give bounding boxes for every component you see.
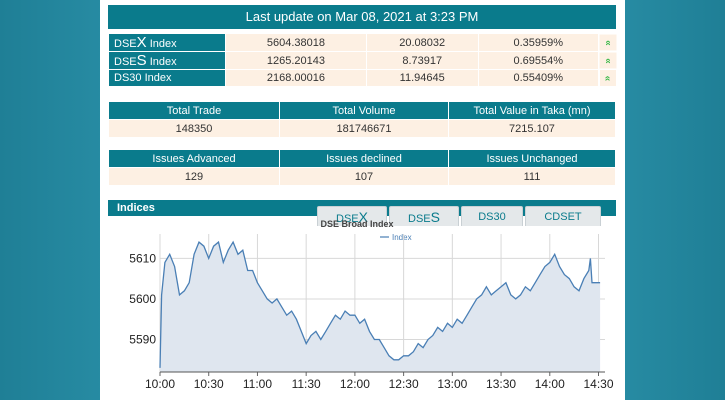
tab-dsex[interactable]: DSEX — [317, 206, 387, 226]
index-value: 1265.20143 — [225, 51, 367, 70]
last-update-header: Last update on Mar 08, 2021 at 3:23 PM — [108, 5, 616, 29]
tab-cdset[interactable]: CDSET — [525, 206, 601, 226]
index-table: DSEX Index 5604.38018 20.08032 0.35959% … — [108, 33, 616, 87]
up-arrow-icon: » — [598, 34, 616, 51]
up-arrow-icon: » — [598, 69, 616, 87]
index-letter: X — [136, 34, 147, 51]
total-value-label: Total Value in Taka (mn) — [448, 101, 616, 120]
total-value-value: 7215.107 — [448, 119, 616, 138]
up-arrow-icon: » — [598, 52, 616, 69]
index-percent: 0.55409% — [477, 69, 600, 87]
total-trade-label: Total Trade — [108, 101, 280, 120]
index-row: DS30 Index 2168.00016 11.94645 0.55409% … — [108, 69, 616, 87]
tab-ds30[interactable]: DS30 — [461, 206, 523, 226]
issues-advanced-label: Issues Advanced — [108, 149, 280, 168]
index-prefix: DS30 Index — [114, 72, 172, 84]
tab-dses[interactable]: DSES — [389, 206, 459, 226]
index-letter: S — [136, 52, 147, 69]
index-change: 11.94645 — [365, 69, 479, 87]
tab-prefix: DSE — [336, 213, 359, 225]
index-name[interactable]: DS30 Index — [108, 69, 226, 87]
index-prefix: DSE — [114, 56, 137, 68]
index-suffix: Index — [146, 38, 177, 50]
indices-chart-section: Indices — [108, 200, 616, 400]
issues-declined-value: 107 — [279, 167, 449, 186]
issues-declined-label: Issues declined — [279, 149, 449, 168]
tab-letter: X — [358, 209, 368, 225]
issues-unchanged-value: 111 — [448, 167, 616, 186]
index-name[interactable]: DSES Index — [108, 51, 226, 70]
index-row: DSEX Index 5604.38018 20.08032 0.35959% … — [108, 33, 616, 52]
index-value: 5604.38018 — [225, 33, 367, 52]
total-volume-label: Total Volume — [279, 101, 449, 120]
total-volume-value: 181746671 — [279, 119, 449, 138]
index-suffix: Index — [146, 56, 177, 68]
index-change: 8.73917 — [365, 51, 479, 70]
issues-advanced-value: 129 — [108, 167, 280, 186]
trade-stats-table: Total Trade Total Volume Total Value in … — [108, 101, 616, 138]
tab-letter: S — [430, 209, 440, 225]
tab-prefix: DS30 — [478, 211, 506, 223]
index-prefix: DSE — [114, 38, 137, 50]
issues-stats-table: Issues Advanced Issues declined Issues U… — [108, 149, 616, 186]
tab-prefix: CDSET — [544, 211, 582, 223]
index-change: 20.08032 — [365, 33, 479, 52]
index-name[interactable]: DSEX Index — [108, 33, 226, 52]
issues-unchanged-label: Issues Unchanged — [448, 149, 616, 168]
index-percent: 0.35959% — [477, 33, 600, 52]
index-value: 2168.00016 — [225, 69, 367, 87]
total-trade-value: 148350 — [108, 119, 280, 138]
tab-prefix: DSE — [408, 213, 431, 225]
index-row: DSES Index 1265.20143 8.73917 0.69554% » — [108, 51, 616, 70]
index-percent: 0.69554% — [477, 51, 600, 70]
